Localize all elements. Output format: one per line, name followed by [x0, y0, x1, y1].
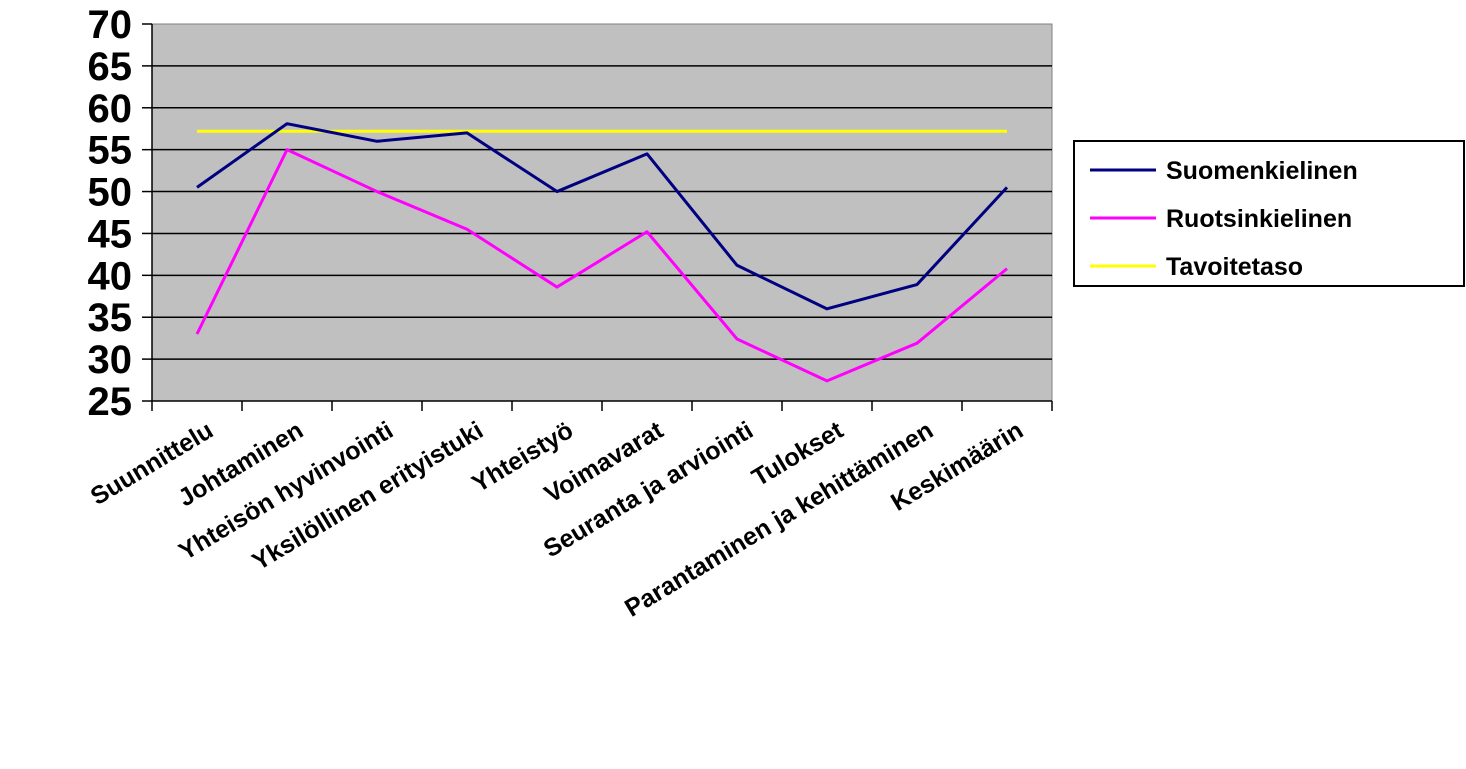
y-tick-label: 35	[88, 296, 133, 340]
y-tick-label: 50	[88, 171, 133, 215]
x-tick-label: Parantaminen ja kehittäminen	[620, 416, 938, 622]
series-lines	[195, 122, 1009, 383]
y-tick-label: 70	[88, 3, 133, 47]
y-tick-label: 45	[88, 212, 133, 256]
legend: Suomenkielinen Ruotsinkielinen Tavoitetaso	[1073, 140, 1465, 287]
gridlines	[152, 65, 1052, 360]
y-tick-label: 25	[88, 380, 133, 424]
y-tick-label: 55	[88, 129, 133, 173]
y-tick-label: 65	[88, 45, 133, 89]
legend-box	[1073, 140, 1465, 287]
y-tick-label: 60	[88, 87, 133, 131]
y-tick-label: 40	[88, 254, 133, 298]
legend-label: Ruotsinkielinen	[1166, 205, 1352, 233]
series-line-ruotsinkielinen	[195, 148, 1008, 383]
y-tick-label: 30	[88, 338, 133, 382]
series-line-suomenkielinen	[196, 122, 1009, 311]
legend-label: Tavoitetaso	[1166, 253, 1303, 281]
plot-area	[151, 23, 1053, 402]
legend-label: Suomenkielinen	[1166, 157, 1358, 185]
